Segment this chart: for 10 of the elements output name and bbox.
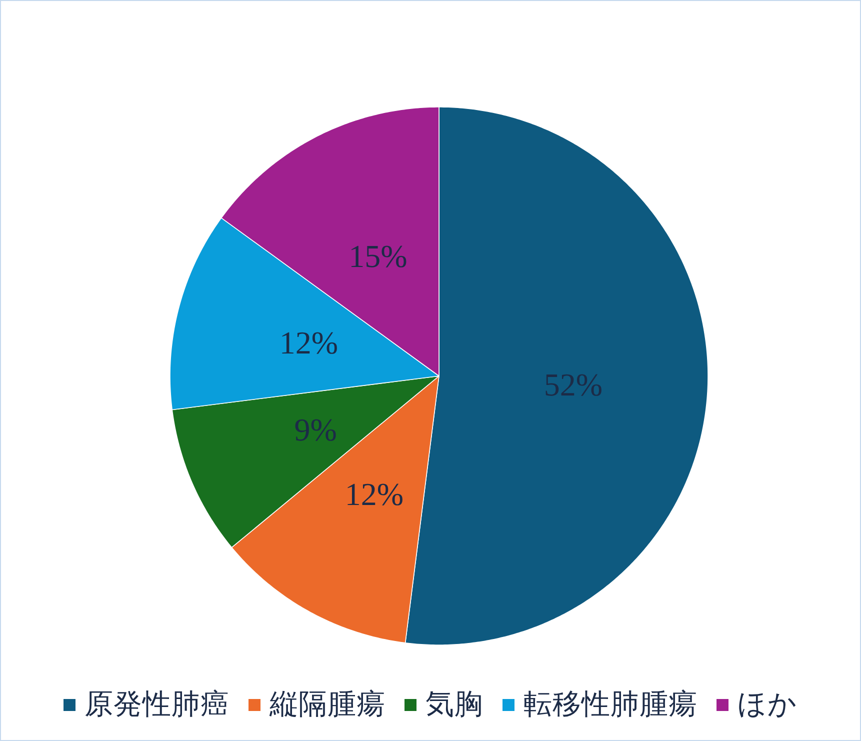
data-label: 15% [348,238,408,274]
data-label: 12% [344,476,404,512]
data-label: 12% [279,324,338,361]
legend-label: ほか [738,690,798,720]
data-label: 9% [294,411,337,448]
data-label: 52% [544,366,603,402]
legend-label: 転移性肺腫瘍 [524,690,698,720]
legend-label: 原発性肺癌 [84,690,230,720]
legend-label: 気胸 [426,690,484,720]
legend-label: 縦隔腫瘍 [270,690,386,720]
